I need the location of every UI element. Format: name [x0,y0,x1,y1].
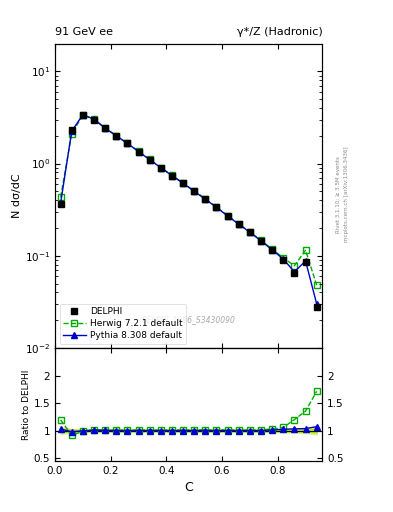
DELPHI [248,229,252,236]
Pythia 8.308 default [125,140,130,146]
Pythia 8.308 default [81,112,85,118]
DELPHI [58,201,63,207]
Pythia 8.308 default [270,247,275,253]
Herwig 7.2.1 default [237,221,241,227]
DELPHI [92,116,96,122]
Pythia 8.308 default [314,301,319,307]
Pythia 8.308 default [259,238,263,244]
Pythia 8.308 default [58,200,63,206]
DELPHI [237,221,241,227]
DELPHI [114,133,119,139]
Pythia 8.308 default [170,173,174,179]
Pythia 8.308 default [114,133,119,139]
X-axis label: C: C [184,481,193,494]
DELPHI [103,125,108,132]
Herwig 7.2.1 default [314,282,319,288]
Herwig 7.2.1 default [270,246,275,252]
DELPHI [170,173,174,179]
DELPHI [147,157,152,163]
Line: Herwig 7.2.1 default: Herwig 7.2.1 default [58,112,320,288]
DELPHI [192,188,196,195]
Pythia 8.308 default [147,157,152,163]
Pythia 8.308 default [214,204,219,210]
Pythia 8.308 default [281,256,286,262]
Herwig 7.2.1 default [58,194,63,200]
Pythia 8.308 default [181,180,185,186]
Text: mcplots.cern.ch [arXiv:1306.3436]: mcplots.cern.ch [arXiv:1306.3436] [344,147,349,242]
Text: Rivet 3.1.10; ≥ 3.5M events: Rivet 3.1.10; ≥ 3.5M events [336,156,341,233]
Herwig 7.2.1 default [292,263,297,269]
Y-axis label: Ratio to DELPHI: Ratio to DELPHI [22,369,31,440]
Pythia 8.308 default [70,128,74,134]
Pythia 8.308 default [136,148,141,155]
Herwig 7.2.1 default [248,229,252,235]
DELPHI [270,247,275,253]
Pythia 8.308 default [225,213,230,219]
Herwig 7.2.1 default [70,131,74,137]
DELPHI [181,180,185,186]
Pythia 8.308 default [237,221,241,227]
Legend: DELPHI, Herwig 7.2.1 default, Pythia 8.308 default: DELPHI, Herwig 7.2.1 default, Pythia 8.3… [59,304,186,344]
DELPHI [281,257,286,263]
Pythia 8.308 default [203,196,208,202]
Herwig 7.2.1 default [136,148,141,154]
Herwig 7.2.1 default [81,112,85,118]
DELPHI [314,304,319,310]
Herwig 7.2.1 default [181,180,185,186]
DELPHI [292,270,297,276]
Herwig 7.2.1 default [214,204,219,210]
Y-axis label: N dσ/dC: N dσ/dC [12,174,22,218]
Pythia 8.308 default [192,188,196,195]
Herwig 7.2.1 default [281,255,286,261]
Pythia 8.308 default [92,116,96,122]
DELPHI [158,165,163,171]
DELPHI [303,259,308,265]
Herwig 7.2.1 default [158,164,163,170]
Text: 91 GeV ee: 91 GeV ee [55,27,113,37]
Text: γ*/Z (Hadronic): γ*/Z (Hadronic) [237,27,322,37]
Pythia 8.308 default [248,229,252,236]
DELPHI [81,112,85,118]
Herwig 7.2.1 default [114,133,119,139]
DELPHI [125,140,130,146]
DELPHI [136,148,141,155]
Herwig 7.2.1 default [192,188,196,194]
Pythia 8.308 default [303,258,308,264]
Line: Pythia 8.308 default: Pythia 8.308 default [58,112,320,307]
Pythia 8.308 default [103,125,108,132]
Pythia 8.308 default [292,269,297,275]
Herwig 7.2.1 default [147,156,152,162]
Herwig 7.2.1 default [170,172,174,178]
DELPHI [259,238,263,244]
Herwig 7.2.1 default [103,125,108,131]
Herwig 7.2.1 default [225,212,230,219]
Herwig 7.2.1 default [303,247,308,253]
Herwig 7.2.1 default [259,237,263,243]
Herwig 7.2.1 default [92,116,96,122]
Pythia 8.308 default [158,165,163,171]
Herwig 7.2.1 default [203,196,208,202]
Line: DELPHI: DELPHI [57,112,320,310]
DELPHI [203,196,208,202]
Text: DELPHI_1996_S3430090: DELPHI_1996_S3430090 [142,315,235,324]
Herwig 7.2.1 default [125,140,130,146]
DELPHI [70,127,74,133]
DELPHI [214,204,219,210]
DELPHI [225,213,230,219]
